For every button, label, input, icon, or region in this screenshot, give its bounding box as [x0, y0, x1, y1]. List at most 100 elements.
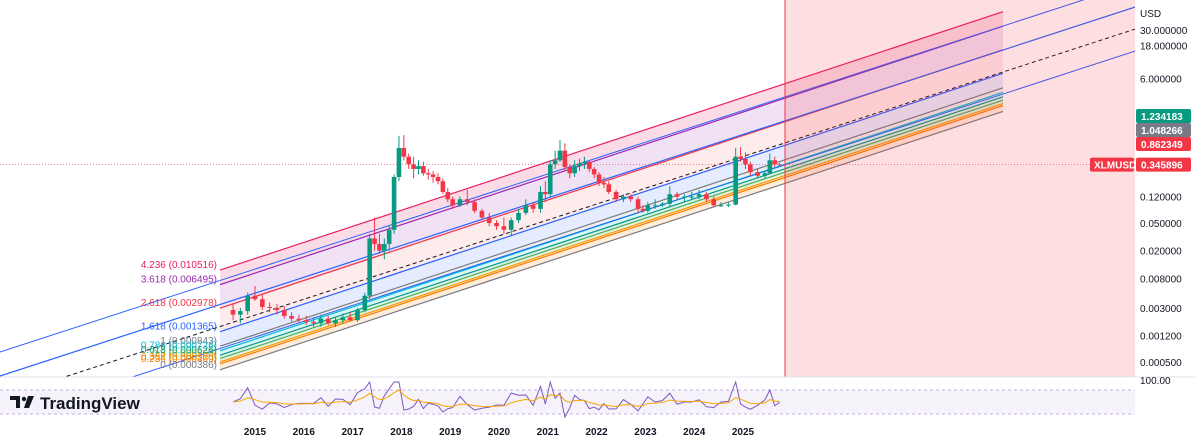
candle-body [586, 161, 592, 169]
candle-body [311, 321, 316, 324]
candle-body [445, 191, 451, 200]
candle-body [355, 310, 360, 321]
candle-body [596, 174, 602, 183]
time-tick: 2025 [732, 427, 755, 438]
price-tick: 0.008000 [1140, 274, 1182, 285]
price-axis-background [1135, 0, 1195, 442]
candle-body [260, 299, 265, 307]
candle-body [572, 166, 577, 174]
candle-body [367, 238, 372, 296]
price-tick: 18.000000 [1140, 41, 1188, 52]
oscillator-line [232, 380, 780, 419]
regression-line [130, 50, 1135, 377]
oscillator-signal-line [232, 389, 780, 408]
candle-body [362, 295, 368, 311]
fib-band [220, 105, 1003, 370]
candle-body [430, 174, 436, 177]
regression-line [62, 28, 1135, 377]
projection-zone [784, 0, 1135, 377]
fib-label: 0.382 (0.000500) [141, 352, 217, 363]
candle-body [372, 238, 377, 244]
candle-body [494, 223, 499, 227]
candle-body [733, 156, 738, 205]
candle-body [704, 194, 709, 200]
candle-body [606, 184, 612, 192]
candle-body [538, 191, 543, 209]
fib-label: 1.618 (0.001365) [141, 322, 217, 333]
candle-body [738, 156, 743, 159]
price-tick: 0.050000 [1140, 219, 1182, 230]
fib-label: 2.618 (0.002978) [141, 298, 217, 309]
price-tick: 0.003000 [1140, 304, 1182, 315]
time-tick: 2019 [439, 427, 462, 438]
fib-label: 0.618 (0.000626) [141, 345, 217, 356]
time-axis[interactable]: 2015 2016 2017 2018 2019 2020 2021 2022 2023 2024… [244, 427, 755, 438]
projection-area [785, 0, 1135, 377]
candle-body [333, 320, 338, 324]
time-tick: 2018 [390, 427, 413, 438]
candle-body [508, 220, 514, 230]
candle-body [743, 158, 748, 165]
time-tick: 2021 [537, 427, 560, 438]
fib-label: 0.786 (0.000726) [141, 341, 217, 352]
currency-label: USD [1140, 9, 1161, 20]
candle-body [547, 164, 553, 195]
candle-body [591, 168, 597, 175]
fib-line [219, 11, 1004, 271]
fib-band [220, 100, 1003, 362]
candle-body [401, 148, 407, 157]
symbol-tag-label: XLMUSD [1094, 161, 1136, 172]
price-tick: 30.000000 [1140, 26, 1188, 37]
fib-label: 4.236 (0.010516) [141, 260, 217, 271]
candle-body [464, 199, 470, 203]
candle-body [435, 176, 441, 182]
time-tick: 2015 [244, 427, 267, 438]
time-tick: 2022 [585, 427, 608, 438]
fib-label: 0.236 (0.000469) [141, 354, 217, 365]
candle-body [391, 176, 397, 230]
candle-body [377, 243, 382, 251]
price-tag [1136, 137, 1191, 151]
fib-line [219, 110, 1004, 371]
candle-body [674, 194, 680, 197]
candle-body [274, 307, 280, 311]
candle-body [440, 181, 446, 192]
price-tag-value: 0.862349 [1141, 140, 1183, 151]
candle-body [601, 182, 607, 185]
candle-body [772, 160, 778, 165]
candle-body [777, 164, 782, 166]
symbol-tag [1090, 157, 1134, 172]
time-tick: 2017 [341, 427, 364, 438]
price-axis[interactable]: USD 30.000000 18.000000 6.000000 0.120000 0.0… [1135, 0, 1195, 442]
fib-labels: 4.236 (0.010516) 3.618 (0.006495) 2.618 (0… [141, 260, 217, 371]
candle-body [762, 173, 768, 176]
candle-body [406, 156, 412, 165]
price-tag [1136, 123, 1191, 137]
candle-body [450, 199, 455, 206]
oscillator-top-label: 100.00 [1140, 376, 1171, 387]
fib-label: 3.618 (0.006495) [141, 275, 217, 286]
candle-body [457, 199, 463, 206]
last-price-value: 0.345896 [1141, 161, 1183, 172]
candle-body [689, 196, 695, 198]
time-tick: 2020 [488, 427, 511, 438]
candle-body [696, 194, 702, 197]
candle-body [281, 310, 287, 316]
last-price-tag [1136, 157, 1191, 172]
fib-band [220, 49, 1003, 332]
candle-body [472, 202, 477, 211]
fib-line [219, 96, 1004, 356]
candle-body [416, 166, 421, 169]
candle-body [303, 320, 309, 322]
fib-band [220, 96, 1003, 359]
candle-body [582, 161, 587, 164]
price-tag [1136, 109, 1191, 123]
candle-body [628, 196, 634, 200]
price-tick: 0.120000 [1140, 193, 1182, 204]
price-tag-value: 1.048266 [1141, 126, 1183, 137]
price-tick: 6.000000 [1140, 75, 1182, 86]
candle-body [411, 164, 416, 169]
candle-body [238, 311, 243, 315]
